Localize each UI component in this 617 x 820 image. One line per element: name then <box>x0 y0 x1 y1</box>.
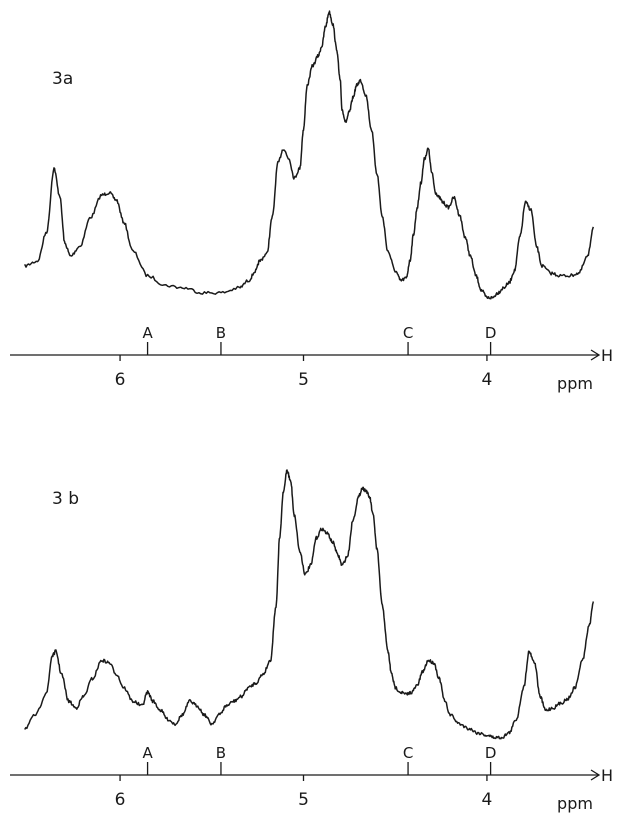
x-tick-label: 6 <box>115 370 126 390</box>
marker-label-b: B <box>216 744 226 762</box>
marker-label-b: B <box>216 324 226 342</box>
panel-label: 3a <box>52 69 73 89</box>
marker-label-d: D <box>485 744 497 762</box>
x-axis-end-label: H <box>601 766 613 785</box>
spectrum-panel-2: 3 b H 6 5 4 ppm A B C D <box>10 469 613 813</box>
x-axis-arrow <box>590 349 601 361</box>
spectrum-panel-1: 3a H 6 5 4 ppm A B C D <box>10 10 613 393</box>
spectrum-trace <box>24 10 595 300</box>
marker-label-d: D <box>485 324 497 342</box>
x-tick-label: 6 <box>115 790 126 810</box>
marker-label-c: C <box>403 324 413 342</box>
x-tick-label: 4 <box>482 370 493 390</box>
x-tick-label: 5 <box>298 370 309 390</box>
marker-label-a: A <box>142 744 153 762</box>
x-axis-arrow <box>590 769 601 781</box>
x-tick-label: 5 <box>298 790 309 810</box>
panel-label: 3 b <box>52 489 79 509</box>
x-axis-end-label: H <box>601 346 613 365</box>
spectrum-trace <box>24 469 595 740</box>
marker-label-a: A <box>142 324 153 342</box>
marker-label-c: C <box>403 744 413 762</box>
x-unit-label: ppm <box>557 794 593 813</box>
x-tick-label: 4 <box>482 790 493 810</box>
x-unit-label: ppm <box>557 374 593 393</box>
